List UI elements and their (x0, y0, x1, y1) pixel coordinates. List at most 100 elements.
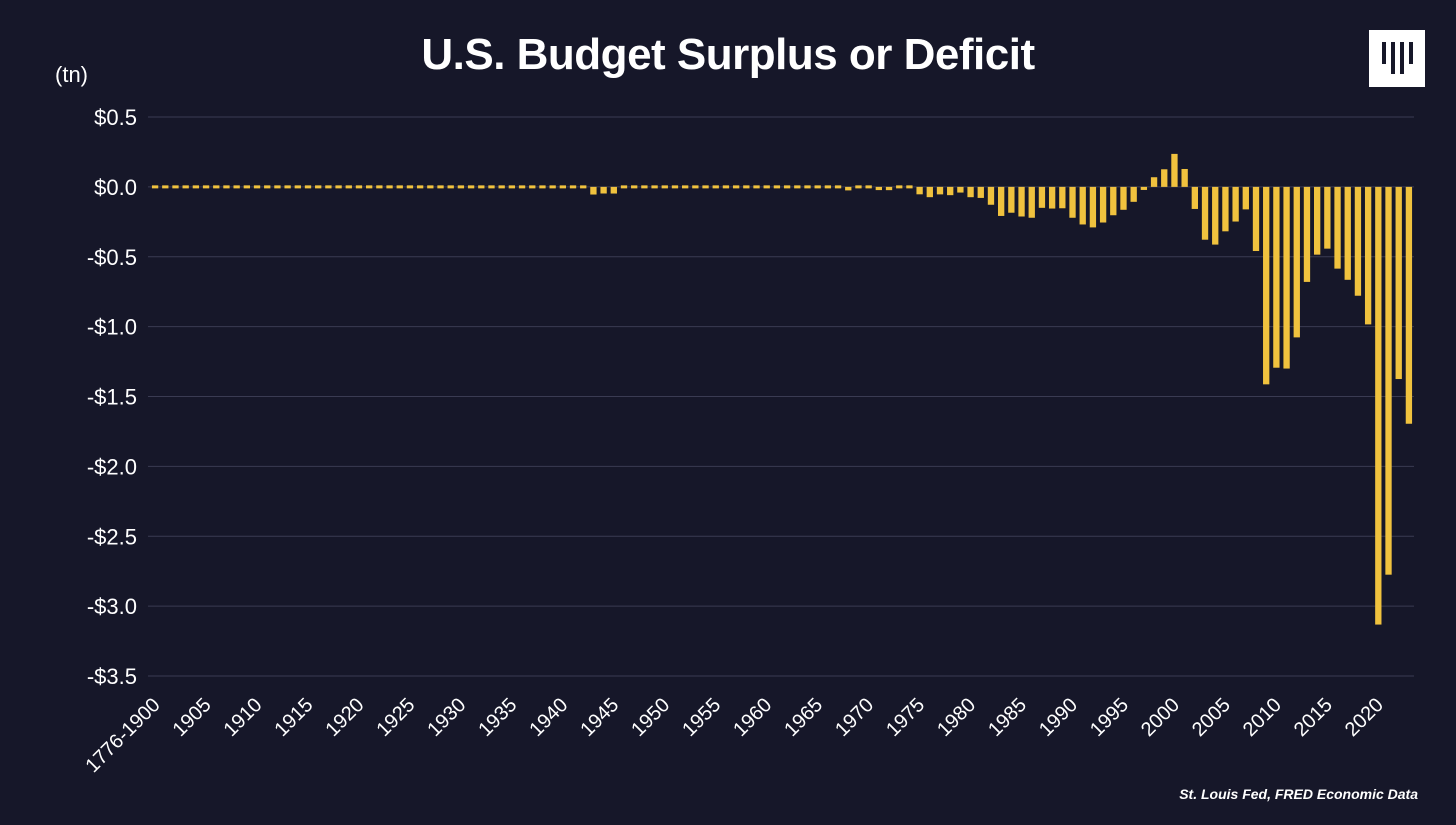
bar-2009 (1263, 186, 1270, 385)
x-tick-label: 1975 (882, 694, 929, 741)
bar-1901 (162, 185, 169, 189)
x-tick-label: 1955 (678, 694, 725, 741)
bar-1953 (692, 185, 699, 189)
bar-1914 (294, 185, 301, 189)
x-tick-label: 1905 (169, 694, 216, 741)
bar-1933 (488, 185, 495, 189)
x-tick-label: 2020 (1341, 694, 1388, 741)
x-tick-label: 1950 (627, 694, 674, 741)
bar-1935 (508, 185, 516, 189)
source-note: St. Louis Fed, FRED Economic Data (1179, 786, 1418, 802)
x-tick-label: 1940 (525, 694, 572, 741)
x-tick-label: 1915 (271, 694, 318, 741)
bar-1954 (702, 185, 709, 189)
bar-2020 (1375, 186, 1382, 625)
bar-1962 (783, 185, 791, 189)
bar-1997 (1140, 186, 1148, 190)
x-tick-label: 1930 (423, 694, 470, 741)
bar-1964 (804, 185, 811, 189)
x-tick-label: 2005 (1188, 694, 1235, 741)
bar-2018 (1354, 186, 1362, 296)
x-tick-label: 1945 (576, 694, 623, 741)
bar-1990 (1069, 186, 1076, 218)
bar-1942 (580, 185, 587, 189)
bar-1998 (1150, 177, 1158, 187)
bar-1905 (202, 185, 210, 189)
bar-2012 (1293, 186, 1300, 338)
x-tick-label: 1980 (933, 694, 980, 741)
brand-logo-icon-graphic (1382, 42, 1413, 74)
bar-1960 (763, 185, 770, 189)
bar-1904 (192, 185, 200, 189)
bar-1999 (1161, 169, 1168, 187)
bar-1916 (315, 185, 322, 189)
x-tick-label: 1935 (474, 694, 521, 741)
bar-1976 (926, 186, 933, 198)
bar-2005 (1222, 186, 1229, 232)
bar-1924 (396, 185, 403, 189)
bar-1928 (437, 185, 444, 189)
bar-1930 (457, 185, 465, 189)
bar-2001 (1181, 168, 1188, 187)
bar-1776-1900 (151, 185, 159, 189)
y-tick-label: -$3.0 (87, 594, 137, 619)
bar-1925 (406, 185, 414, 189)
x-tick-label: 1925 (372, 694, 419, 741)
bar-1903 (182, 185, 189, 189)
x-tick-label: 2000 (1137, 694, 1184, 741)
y-axis-unit-label: (tn) (55, 62, 88, 87)
bar-2000 (1171, 153, 1178, 187)
bar-2010 (1273, 186, 1280, 368)
bar-1994 (1110, 186, 1117, 216)
bar-1923 (386, 185, 393, 189)
bar-1968 (845, 186, 852, 191)
bar-1971 (875, 186, 882, 191)
bar-1946 (620, 185, 628, 189)
bar-1982 (987, 186, 995, 205)
bar-1987 (1038, 186, 1046, 208)
bar-1970 (865, 185, 872, 189)
bar-1920 (355, 185, 363, 189)
bar-1949 (651, 185, 658, 189)
bar-1912 (274, 185, 281, 189)
bar-1986 (1028, 186, 1035, 218)
bar-1917 (325, 185, 332, 189)
bar-1972 (885, 186, 893, 191)
bar-1918 (335, 185, 342, 189)
y-tick-label: -$3.5 (87, 664, 137, 689)
bar-2003 (1201, 186, 1209, 240)
bar-1992 (1089, 186, 1097, 228)
bar-2007 (1242, 186, 1249, 210)
bar-1919 (345, 185, 352, 189)
x-tick-label: 2015 (1290, 694, 1337, 741)
bar-1937 (529, 185, 536, 189)
bar-1951 (671, 185, 679, 189)
bar-1952 (682, 185, 689, 189)
y-tick-label: -$0.5 (87, 245, 137, 270)
bar-1981 (977, 186, 984, 198)
bar-2008 (1252, 186, 1260, 252)
bar-1969 (855, 185, 862, 189)
bar-2013 (1303, 186, 1311, 282)
bar-1909 (243, 185, 250, 189)
x-tick-label: 1995 (1086, 694, 1133, 741)
bar-2019 (1364, 186, 1372, 325)
bars (151, 153, 1413, 625)
y-axis-ticks: $0.5 $0.0 -$0.5 -$1.0 -$1.5 -$2.0 -$2.5 -$3.0 -$… (87, 105, 137, 689)
bar-1966 (824, 185, 832, 189)
bar-1948 (641, 185, 648, 189)
bar-1958 (743, 185, 750, 189)
bar-1955 (712, 185, 719, 189)
y-tick-label: -$1.5 (87, 385, 137, 410)
bar-1959 (753, 185, 760, 189)
bar-1975 (916, 186, 923, 195)
bar-1913 (284, 185, 291, 189)
bar-2006 (1232, 186, 1239, 222)
bar-1950 (661, 185, 668, 189)
bar-1996 (1130, 186, 1137, 202)
bar-1927 (427, 185, 434, 189)
bar-2014 (1314, 186, 1321, 255)
bar-1915 (304, 185, 312, 189)
y-tick-label: -$1.0 (87, 315, 137, 340)
